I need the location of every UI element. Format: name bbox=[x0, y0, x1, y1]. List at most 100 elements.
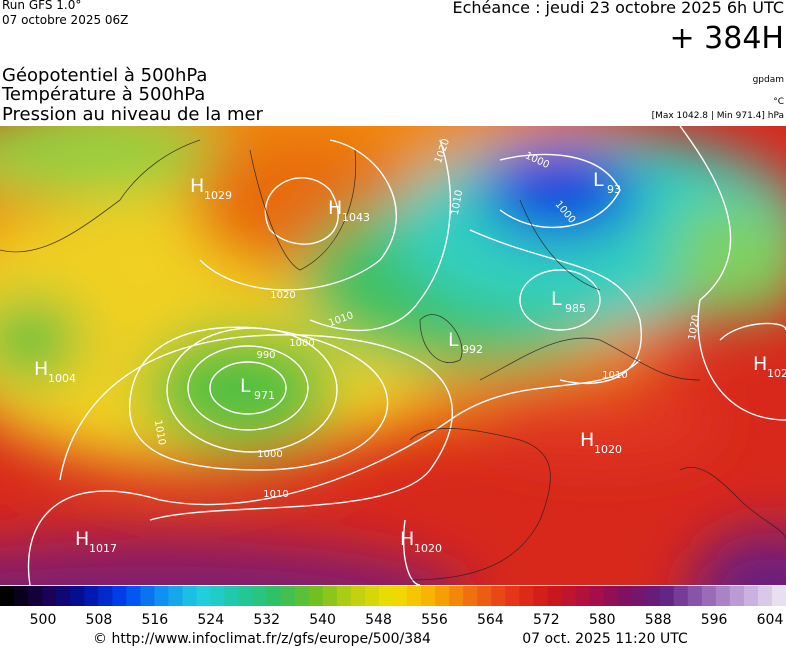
color-swatch bbox=[196, 586, 212, 606]
center-type: H bbox=[190, 175, 204, 197]
center-pressure: 985 bbox=[565, 302, 586, 315]
isobar-label: 1010 bbox=[602, 370, 627, 381]
colorbar-label: 588 bbox=[645, 612, 672, 628]
center-type: L bbox=[448, 329, 459, 351]
color-swatch bbox=[322, 586, 338, 606]
colorbar-label: 508 bbox=[86, 612, 113, 628]
color-swatch bbox=[140, 586, 155, 606]
color-swatch bbox=[687, 586, 703, 606]
color-swatch bbox=[645, 586, 661, 606]
source-url: © http://www.infoclimat.fr/z/gfs/europe/… bbox=[93, 631, 431, 647]
isobar-label: 1020 bbox=[687, 314, 702, 341]
color-swatch bbox=[673, 586, 689, 606]
color-swatch bbox=[56, 586, 71, 606]
center-pressure: 971 bbox=[254, 389, 275, 402]
color-swatch bbox=[477, 586, 492, 606]
color-swatch bbox=[266, 586, 282, 606]
center-pressure: 1004 bbox=[48, 372, 76, 385]
color-swatch bbox=[42, 586, 57, 606]
color-swatch bbox=[126, 586, 141, 606]
unit: gpdam bbox=[753, 75, 784, 85]
color-swatch bbox=[407, 586, 422, 606]
colorbar-label: 516 bbox=[141, 612, 168, 628]
color-swatch bbox=[435, 586, 450, 606]
colorbar-label: 500 bbox=[30, 612, 57, 628]
field-name: Température à 500hPa bbox=[1, 84, 205, 105]
color-swatch bbox=[393, 586, 408, 606]
color-swatch bbox=[743, 586, 759, 606]
colorbar-label: 580 bbox=[589, 612, 616, 628]
run-date: 07 octobre 2025 06Z bbox=[2, 13, 128, 27]
color-swatch bbox=[631, 586, 647, 606]
color-swatch bbox=[547, 586, 562, 606]
color-swatch bbox=[238, 586, 254, 606]
center-type: H bbox=[753, 353, 767, 375]
run: Run GFS 1.0° bbox=[2, 0, 81, 12]
isobar-label: 1020 bbox=[270, 290, 295, 301]
isobar-label: 1010 bbox=[152, 419, 167, 446]
color-swatch bbox=[519, 586, 534, 606]
center-type: H bbox=[400, 528, 414, 550]
center-pressure: 102 bbox=[767, 367, 786, 380]
color-swatch bbox=[308, 586, 324, 606]
color-swatch bbox=[294, 586, 310, 606]
color-swatch bbox=[84, 586, 99, 606]
color-swatch bbox=[505, 586, 520, 606]
center-pressure: 1020 bbox=[594, 443, 622, 456]
colorbar: 500 508 516 524 532 540 548 556 564 572 580 588 596 6… bbox=[0, 586, 786, 628]
color-swatch bbox=[589, 586, 605, 606]
center-type: L bbox=[240, 375, 251, 397]
color-swatch bbox=[280, 586, 296, 606]
colorbar-label: 604 bbox=[757, 612, 784, 628]
color-swatch bbox=[533, 586, 548, 606]
lead-time: + 384H bbox=[670, 21, 785, 56]
colorbar-label: 572 bbox=[533, 612, 560, 628]
color-swatch bbox=[112, 586, 127, 606]
color-swatch bbox=[336, 586, 352, 606]
field-name: Pression au niveau de la mer bbox=[2, 104, 264, 125]
color-swatch bbox=[491, 586, 506, 606]
center-pressure: 1017 bbox=[89, 542, 117, 555]
unit: [Max 1042.8 | Min 971.4] hPa bbox=[652, 111, 784, 121]
center-type: L bbox=[593, 169, 604, 191]
colorbar-label: 556 bbox=[421, 612, 448, 628]
field-name: Géopotentiel à 500hPa bbox=[2, 65, 207, 86]
color-swatch bbox=[224, 586, 240, 606]
color-swatch bbox=[252, 586, 268, 606]
center-pressure: 1020 bbox=[414, 542, 442, 555]
color-swatch bbox=[210, 586, 226, 606]
color-swatch bbox=[350, 586, 366, 606]
color-swatch bbox=[617, 586, 633, 606]
color-swatch bbox=[421, 586, 436, 606]
color-swatch bbox=[715, 586, 731, 606]
color-swatch bbox=[659, 586, 675, 606]
isobar-label: 1000 bbox=[257, 449, 282, 460]
center-pressure: 992 bbox=[462, 343, 483, 356]
colorbar-label: 564 bbox=[477, 612, 504, 628]
color-swatch bbox=[364, 586, 380, 606]
color-swatch bbox=[575, 586, 590, 606]
isobar-label: 1000 bbox=[289, 338, 314, 349]
color-swatch bbox=[463, 586, 478, 606]
color-swatch bbox=[603, 586, 619, 606]
colorbar-label: 524 bbox=[197, 612, 224, 628]
center-type: H bbox=[75, 528, 89, 550]
color-swatch bbox=[28, 586, 43, 606]
color-swatch bbox=[154, 586, 169, 606]
forecast-time: Echéance : jeudi 23 octobre 2025 6h UTC bbox=[453, 0, 785, 17]
unit: °C bbox=[773, 97, 784, 107]
color-swatch bbox=[757, 586, 773, 606]
colorbar-label: 596 bbox=[701, 612, 728, 628]
color-swatch bbox=[771, 586, 786, 606]
color-swatch bbox=[70, 586, 85, 606]
colorbar-label: 548 bbox=[365, 612, 392, 628]
isobar-label: 1010 bbox=[263, 489, 288, 500]
color-swatch bbox=[182, 586, 197, 606]
isobar-label: 1010 bbox=[450, 189, 465, 216]
color-swatch bbox=[98, 586, 113, 606]
center-type: H bbox=[580, 429, 594, 451]
center-pressure: 1043 bbox=[342, 211, 370, 224]
color-swatch bbox=[701, 586, 717, 606]
color-swatch bbox=[0, 586, 15, 606]
